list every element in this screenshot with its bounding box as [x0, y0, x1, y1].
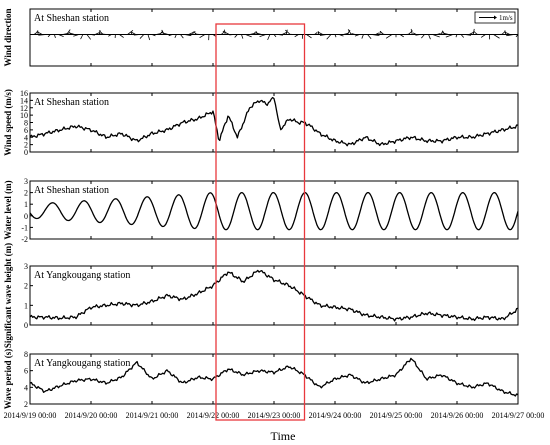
- y-axis-label: Water level (m): [3, 180, 13, 239]
- panels: At Sheshan stationWind direction 1m/sAt S…: [3, 9, 518, 410]
- y-tick-label: 0: [24, 321, 28, 330]
- wind-arrow: [180, 35, 183, 39]
- x-tick-label: 2014/9/23 00:00: [248, 411, 301, 420]
- panel-1: At Sheshan station Wind direction 1m/s: [3, 9, 518, 67]
- y-axis-label: Significant wave height (m): [3, 243, 13, 348]
- x-axis-label: Time: [271, 429, 296, 443]
- y-tick-label: 1: [24, 200, 28, 209]
- x-tick-label: 2014/9/21 00:00: [126, 411, 179, 420]
- wind-arrow: [54, 35, 55, 38]
- y-tick-label: 8: [24, 350, 28, 359]
- y-tick-label: 1: [24, 301, 28, 310]
- wind-arrow: [494, 35, 500, 39]
- y-tick-label: 6: [24, 367, 28, 376]
- wind-arrow: [87, 35, 91, 40]
- y-tick-label: -2: [21, 235, 28, 244]
- panel-title: At Sheshan station: [34, 97, 109, 108]
- y-axis-label: Wave period (s): [3, 349, 13, 410]
- wind-arrow: [473, 29, 474, 35]
- y-tick-label: 16: [20, 89, 28, 98]
- panel-title: At Yangkougang station: [34, 270, 130, 281]
- legend-label: 1m/s: [499, 14, 513, 22]
- wind-arrow: [429, 35, 431, 40]
- x-tick-label: 2014/9/27 00:00: [492, 411, 545, 420]
- y-tick-label: 2: [24, 189, 28, 198]
- x-tick-label: 2014/9/20 00:00: [65, 411, 118, 420]
- y-axis-label: Wind direction: [3, 9, 13, 67]
- series-line: [30, 193, 518, 230]
- y-tick-label: 2: [24, 282, 28, 291]
- highlight-box: [216, 24, 305, 420]
- x-tick-label: 2014/9/19 00:00: [4, 411, 57, 420]
- panel-title: At Sheshan station: [34, 13, 109, 24]
- wind-arrow: [327, 35, 331, 40]
- panel-5: At Yangkougang station Wave period (s) 2 4 6…: [3, 349, 518, 410]
- panel-4: At Yangkougang station Significant wave h…: [3, 243, 518, 348]
- y-axis-label: Wind speed (m/s): [3, 89, 13, 156]
- y-tick-label: 2: [24, 400, 28, 409]
- wind-arrow: [140, 35, 144, 39]
- panel-title: At Sheshan station: [34, 185, 109, 196]
- y-tick-label: 3: [24, 262, 28, 271]
- wind-arrow: [81, 35, 83, 40]
- wind-arrow: [307, 35, 312, 38]
- panel-3: At Sheshan station Water level (m) -2 -1 0 1 2…: [3, 177, 518, 244]
- y-tick-label: -1: [21, 223, 28, 232]
- wind-arrow: [368, 35, 372, 39]
- wind-arrow: [386, 35, 392, 39]
- wind-arrow: [268, 35, 270, 40]
- y-tick-label: 3: [24, 177, 28, 186]
- wind-arrow: [362, 35, 364, 39]
- x-tick-label: 2014/9/25 00:00: [370, 411, 423, 420]
- x-tick-label: 2014/9/26 00:00: [431, 411, 484, 420]
- panel-title: At Yangkougang station: [34, 358, 130, 369]
- wind-arrow: [148, 35, 150, 40]
- wind-arrow: [421, 35, 424, 39]
- wind-arrow: [241, 35, 242, 39]
- x-tick-label: 2014/9/22 00:00: [187, 411, 240, 420]
- y-tick-label: 4: [24, 383, 28, 392]
- x-tick-labels: 2014/9/19 00:00 2014/9/20 00:00 2014/9/21 …: [4, 411, 545, 420]
- y-tick-label: 0: [24, 212, 28, 221]
- wind-arrow: [442, 31, 444, 35]
- x-tick-label: 2014/9/24 00:00: [309, 411, 362, 420]
- wind-arrow: [411, 29, 412, 35]
